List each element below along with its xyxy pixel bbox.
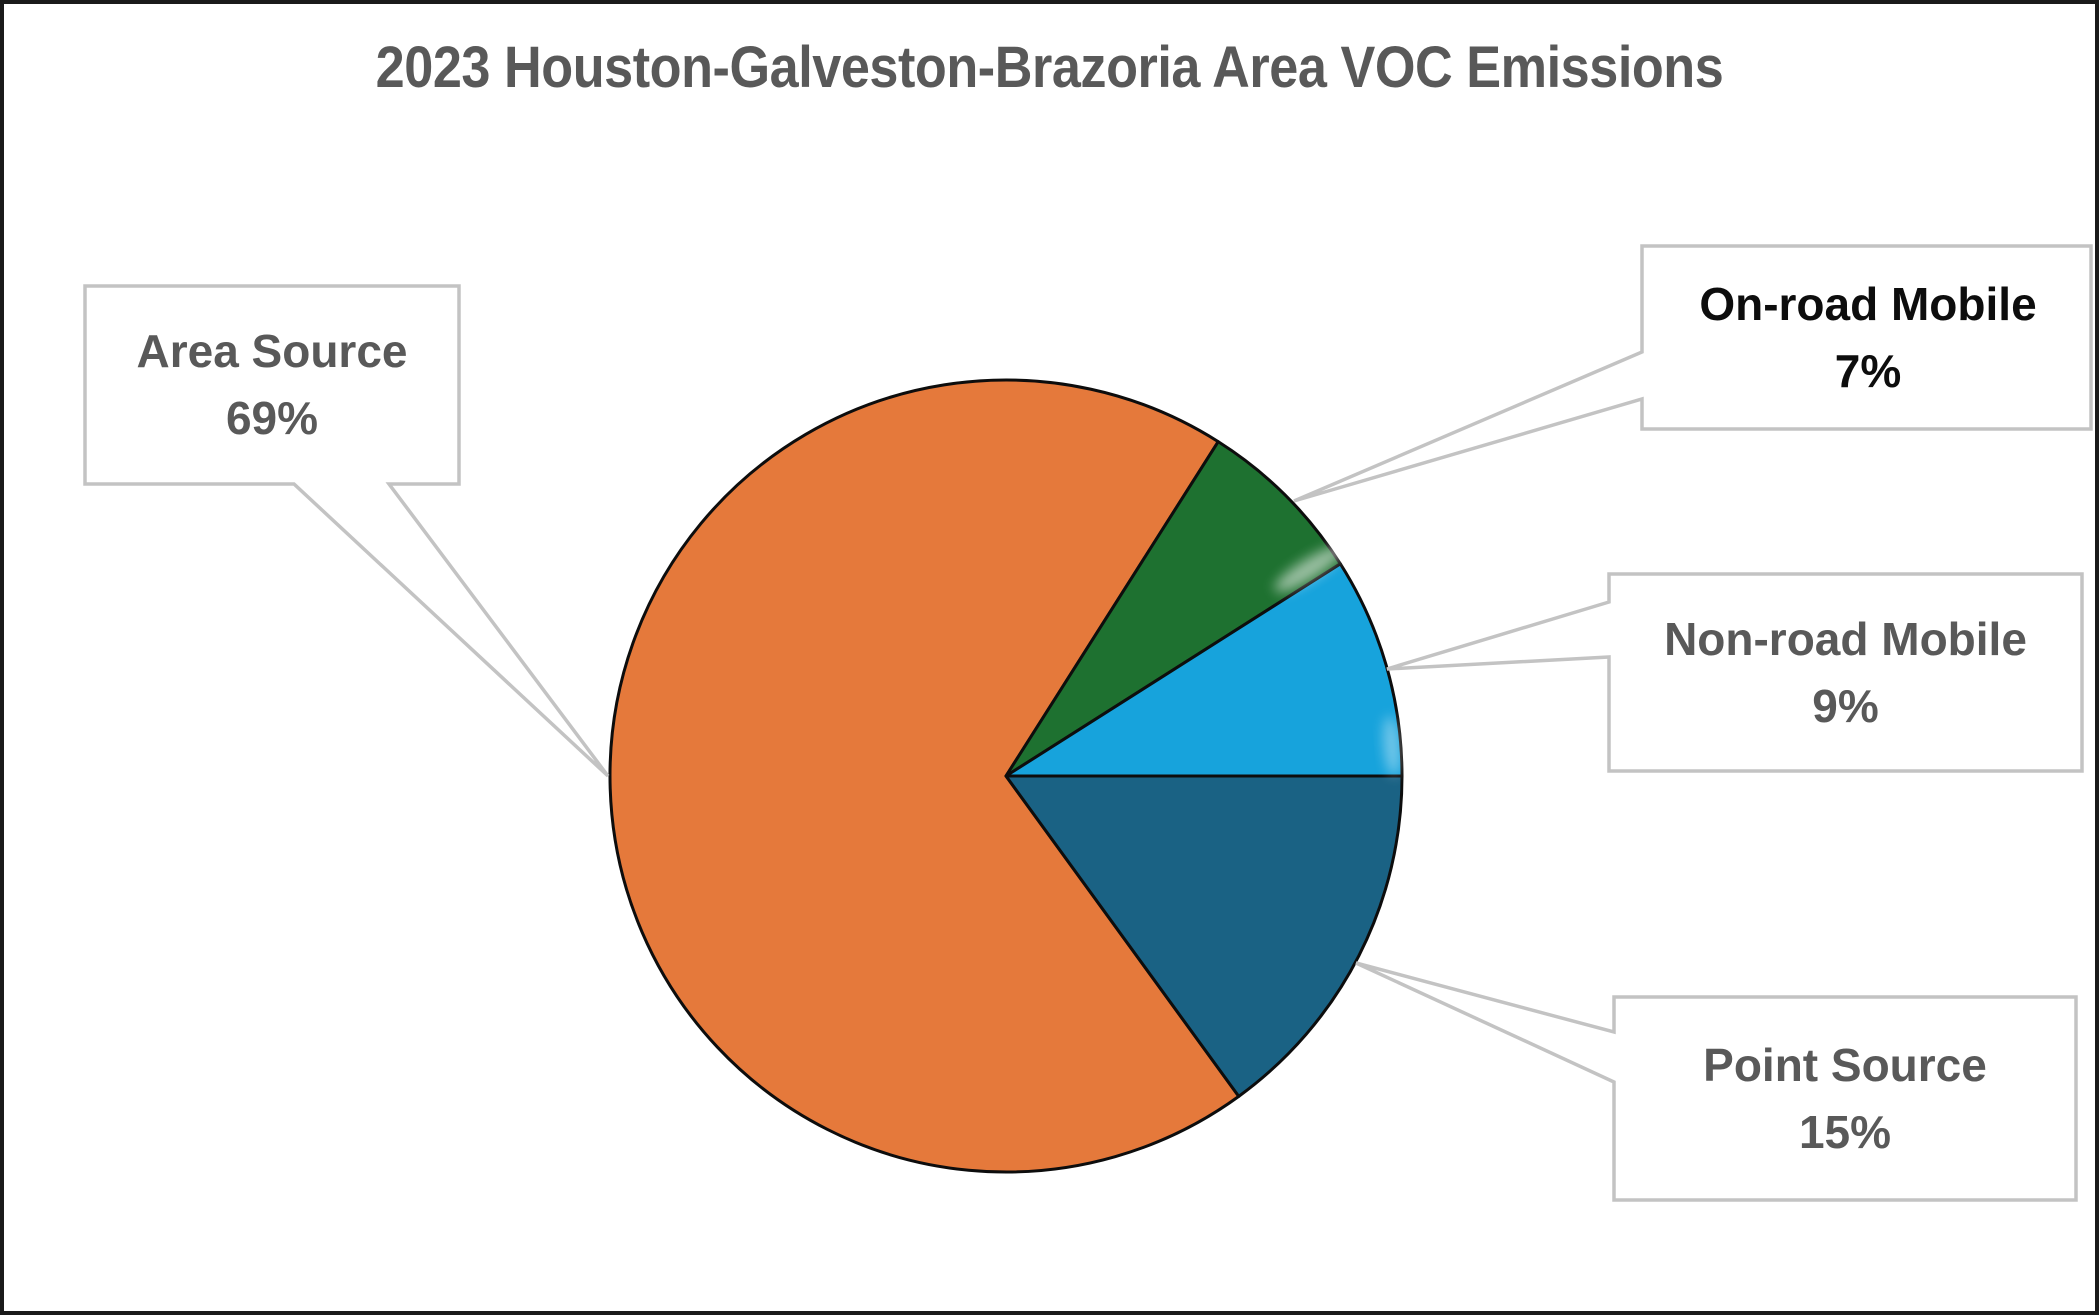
callout-on-road-shape	[1293, 244, 2093, 503]
callout-non-road-label: Non-road Mobile	[1664, 612, 2027, 665]
callout-non-road-box: Non-road Mobile 9%	[1609, 574, 2082, 771]
pie-slice-point-source	[1004, 774, 1404, 1098]
callout-on-road-label: On-road Mobile	[1699, 277, 2037, 330]
callout-area-source-value: 69%	[225, 392, 319, 444]
callout-area-source-label: Area Source	[136, 325, 408, 377]
callout-non-road-value: 9%	[1812, 679, 1879, 732]
pie-slice-area-source	[608, 378, 1241, 1174]
glare-highlight	[1274, 546, 1344, 592]
callout-non-road-shape	[1386, 572, 2084, 773]
callout-on-road-value: 7%	[1834, 344, 1902, 397]
callout-point-source-shape	[1355, 961, 2078, 1202]
callout-on-road-box: On-road Mobile 7%	[1642, 246, 2094, 429]
pie-chart	[83, 244, 2093, 1202]
glare-highlight	[1383, 716, 1401, 776]
callout-point-source-label: Point Source	[1703, 1038, 1987, 1091]
pie-slice-non-road-mobile	[1004, 562, 1404, 778]
callout-area-source-shape	[83, 284, 610, 778]
callout-area-source-box: Area Source 69%	[85, 286, 459, 484]
callout-point-source-box: Point Source 15%	[1614, 997, 2076, 1200]
chart-title: 2023 Houston-Galveston-Brazoria Area VOC…	[375, 35, 1724, 100]
callout-point-source-value: 15%	[1798, 1105, 1892, 1158]
